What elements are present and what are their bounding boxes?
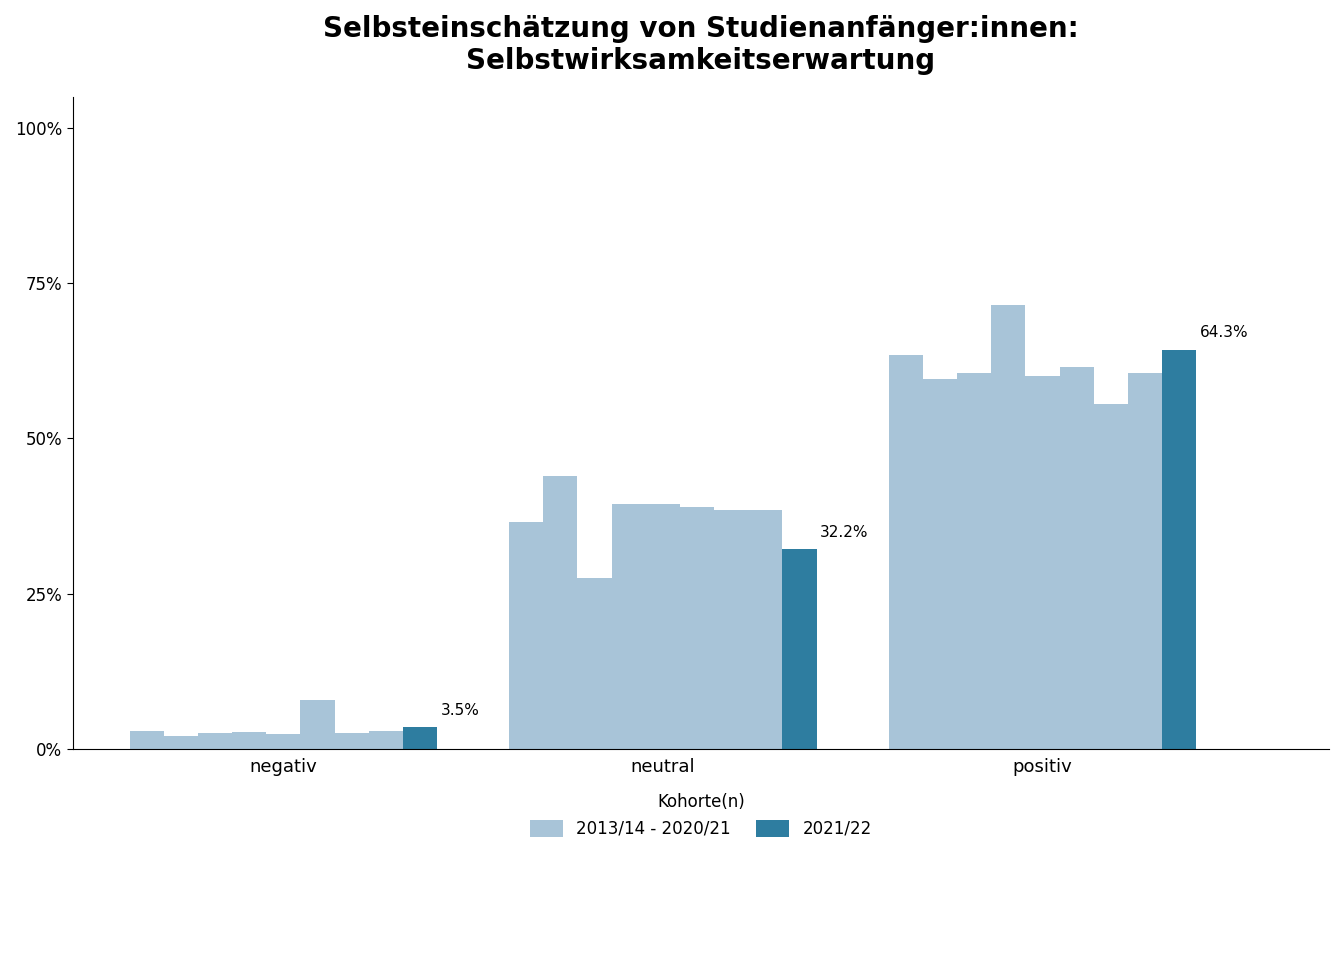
Bar bbox=[335, 732, 368, 749]
Bar bbox=[888, 354, 923, 749]
Bar bbox=[680, 507, 714, 749]
Bar bbox=[1059, 367, 1094, 749]
Bar bbox=[1025, 376, 1059, 749]
Bar bbox=[782, 549, 817, 749]
Bar bbox=[164, 735, 198, 749]
Bar bbox=[749, 510, 782, 749]
Bar bbox=[1128, 373, 1163, 749]
Title: Selbsteinschätzung von Studienanfänger:innen:
Selbstwirksamkeitserwartung: Selbsteinschätzung von Studienanfänger:i… bbox=[323, 15, 1079, 76]
Bar bbox=[612, 504, 646, 749]
Bar bbox=[1094, 404, 1128, 749]
Bar bbox=[301, 700, 335, 749]
Bar bbox=[368, 732, 403, 749]
Bar bbox=[957, 373, 991, 749]
Bar bbox=[646, 504, 680, 749]
Legend: 2013/14 - 2020/21, 2021/22: 2013/14 - 2020/21, 2021/22 bbox=[523, 787, 879, 845]
Bar bbox=[198, 732, 233, 749]
Bar bbox=[509, 522, 543, 749]
Bar bbox=[714, 510, 749, 749]
Bar bbox=[233, 732, 266, 749]
Bar bbox=[403, 727, 437, 749]
Bar bbox=[923, 379, 957, 749]
Bar bbox=[266, 734, 301, 749]
Bar bbox=[129, 732, 164, 749]
Text: 64.3%: 64.3% bbox=[1200, 325, 1249, 341]
Text: 32.2%: 32.2% bbox=[820, 524, 868, 540]
Bar bbox=[543, 475, 578, 749]
Bar bbox=[578, 578, 612, 749]
Bar bbox=[1163, 349, 1196, 749]
Text: 3.5%: 3.5% bbox=[441, 703, 480, 718]
Bar bbox=[991, 305, 1025, 749]
